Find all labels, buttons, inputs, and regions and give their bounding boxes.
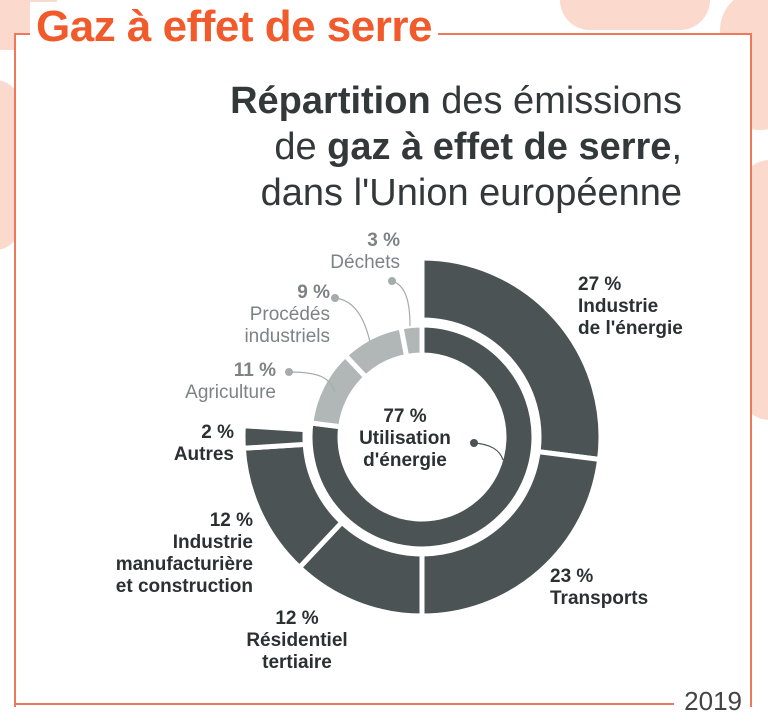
leader-utilisation-dot <box>470 439 478 447</box>
leader-utilisation <box>473 442 504 461</box>
title-bold: Répartition <box>230 80 431 122</box>
label-residentiel: 12 % Résidentiel tertiaire <box>246 608 348 673</box>
label-industrie-manufacturiere: 12 % Industrie manufacturière et constru… <box>115 510 253 597</box>
label-utilisation-energie: 77 % Utilisation d'énergie <box>359 406 451 471</box>
leader-dechets <box>391 280 411 327</box>
chart-title: Répartition des émissions de gaz à effet… <box>230 78 682 216</box>
title-text: , <box>671 126 682 168</box>
decorative-shape <box>560 0 710 30</box>
outer-segment-4 <box>240 423 308 451</box>
label-industrie-energie: 27 % Industrie de l'énergie <box>578 274 683 339</box>
title-text: de <box>274 126 328 168</box>
leader-dechets-dot <box>388 277 396 285</box>
leader-procedes <box>334 297 371 343</box>
divider <box>14 703 674 705</box>
outer-segment-1 <box>419 448 603 619</box>
title-text: des émissions <box>430 80 682 122</box>
year-label: 2019 <box>680 686 746 717</box>
title-bold: gaz à effet de serre <box>327 126 672 168</box>
outer-segment-0 <box>419 255 604 463</box>
label-autres: 2 % Autres <box>173 422 234 465</box>
page-title: Gaz à effet de serre <box>30 2 438 52</box>
leader-agriculture-dot <box>285 368 293 376</box>
label-procedes-industriels: 9 % Procédés industriels <box>244 282 330 347</box>
label-agriculture: 11 % Agriculture <box>185 360 276 403</box>
label-dechets: 3 % Déchets <box>330 230 400 273</box>
title-text: dans l'Union européenne <box>260 172 682 214</box>
inner-segment-3 <box>398 322 425 360</box>
label-transports: 23 % Transports <box>550 566 649 609</box>
leader-agriculture <box>288 371 336 393</box>
leader-procedes-dot <box>331 294 339 302</box>
inner-segment-0 <box>307 322 537 552</box>
